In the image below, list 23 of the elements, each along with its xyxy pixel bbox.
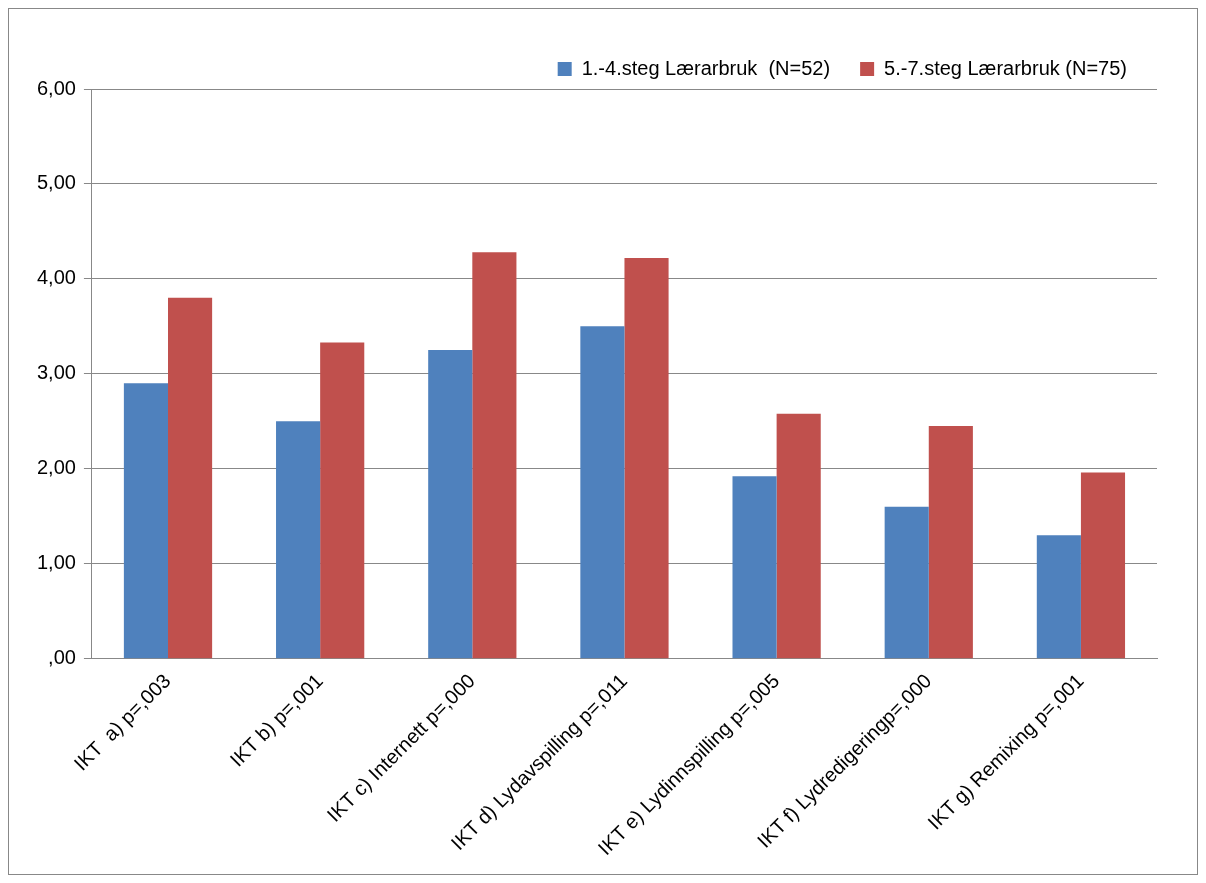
legend-label: 1.-4.steg Lærarbruk (N=52) xyxy=(581,56,831,79)
bar xyxy=(276,421,321,659)
y-tick-label: 3,00 xyxy=(36,361,76,384)
bar xyxy=(1080,472,1126,659)
bar xyxy=(928,426,973,659)
bar xyxy=(884,506,929,659)
bar xyxy=(776,413,821,659)
bar xyxy=(320,342,365,659)
bar xyxy=(428,350,473,659)
bar xyxy=(624,257,669,659)
bar xyxy=(580,326,625,659)
y-tick-label: 1,00 xyxy=(36,551,76,574)
y-tick-label: 5,00 xyxy=(36,171,76,194)
bar xyxy=(168,297,213,659)
y-tick-label: 6,00 xyxy=(36,76,76,99)
legend-label: 5.-7.steg Lærarbruk (N=75) xyxy=(884,56,1128,79)
bar xyxy=(732,476,777,659)
bar xyxy=(1036,535,1081,659)
y-tick-label: ,00 xyxy=(48,646,76,669)
bar xyxy=(123,383,168,659)
y-tick-label: 4,00 xyxy=(36,266,76,289)
bar xyxy=(472,252,517,659)
y-tick-label: 2,00 xyxy=(36,456,76,479)
